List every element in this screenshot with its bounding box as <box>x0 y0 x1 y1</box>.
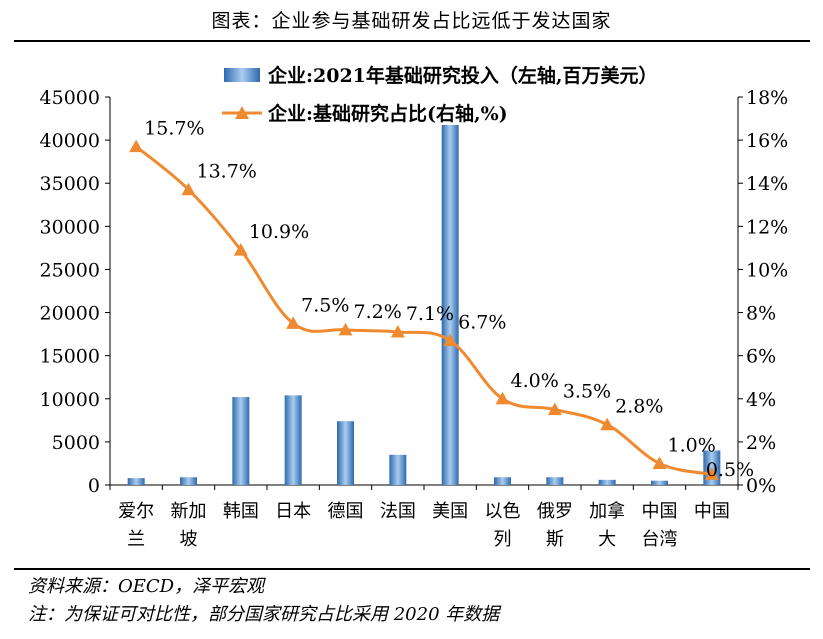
x-tick-label: 韩国 <box>223 501 259 522</box>
x-tick-label: 俄罗 <box>537 501 573 522</box>
x-tick-label: 加拿 <box>589 500 625 522</box>
bar <box>389 454 407 485</box>
data-label: 7.5% <box>301 294 349 316</box>
bar <box>441 125 459 485</box>
left-tick-label: 40000 <box>40 130 100 152</box>
legend-line-marker <box>235 106 249 119</box>
line-marker <box>600 417 615 431</box>
top-rule <box>14 40 810 42</box>
line-marker <box>286 316 301 329</box>
x-tick-label: 以色 <box>485 501 521 522</box>
data-label: 0.5% <box>706 459 754 481</box>
bar <box>598 479 616 485</box>
data-label: 1.0% <box>668 434 716 456</box>
x-tick-label: 新加 <box>171 501 207 522</box>
footnote: 注：为保证可对比性，部分国家研究占比采用 2020 年数据 <box>28 604 500 625</box>
data-label: 15.7% <box>144 118 204 140</box>
right-tick-label: 0% <box>746 475 776 497</box>
x-tick-label: 日本 <box>275 501 311 522</box>
bar <box>127 478 145 485</box>
x-tick-label: 中国 <box>694 501 730 522</box>
data-label: 6.7% <box>458 312 506 334</box>
left-tick-label: 25000 <box>40 259 100 281</box>
left-tick-label: 30000 <box>40 216 100 238</box>
legend-bar-swatch <box>224 68 260 82</box>
x-tick-label: 德国 <box>328 501 364 522</box>
bar <box>284 395 302 485</box>
right-tick-label: 4% <box>746 389 776 411</box>
chart-title: 图表：企业参与基础研发占比远低于发达国家 <box>211 10 612 32</box>
right-tick-label: 12% <box>746 216 788 238</box>
bar <box>232 397 250 485</box>
right-tick-label: 8% <box>746 303 776 325</box>
x-tick-label: 斯 <box>546 529 564 550</box>
left-tick-label: 10000 <box>40 389 100 411</box>
right-tick-label: 2% <box>746 432 776 454</box>
x-tick-label: 大 <box>598 529 616 550</box>
x-tick-label: 坡 <box>180 529 198 550</box>
x-tick-label: 美国 <box>432 501 468 522</box>
x-tick-label: 台湾 <box>642 529 678 550</box>
source-note: 资料来源：OECD，泽平宏观 <box>28 576 265 597</box>
data-label: 7.2% <box>354 301 402 323</box>
x-tick-label: 爱尔 <box>118 501 154 522</box>
bar <box>546 477 564 485</box>
bar <box>651 480 668 485</box>
line-marker <box>547 402 562 416</box>
bar <box>180 477 197 485</box>
data-label: 3.5% <box>563 381 611 403</box>
data-label: 7.1% <box>406 303 454 325</box>
data-label: 13.7% <box>197 161 257 183</box>
left-tick-label: 5000 <box>52 432 100 454</box>
bar <box>337 421 354 485</box>
chart-area: 0 5000 10000 15000 20000 25000 30000 35000 40000… <box>40 64 789 550</box>
line-marker <box>233 243 248 256</box>
bar <box>494 477 511 485</box>
legend-line-label: 企业:基础研究占比(右轴,%) <box>267 102 508 125</box>
bottom-rule <box>14 568 810 570</box>
line-marker <box>338 322 353 336</box>
line-marker <box>181 182 196 196</box>
left-tick-label: 35000 <box>40 173 100 195</box>
x-tick-label: 中国 <box>642 501 678 522</box>
line-marker <box>129 139 144 153</box>
right-tick-label: 16% <box>746 130 788 152</box>
left-tick-label: 20000 <box>40 303 100 325</box>
legend-bar-label: 企业:2021年基础研究投入（左轴,百万美元） <box>267 64 658 87</box>
line-marker <box>652 456 667 470</box>
line-marker <box>495 391 510 405</box>
line-marker <box>390 324 405 338</box>
left-tick-label: 0 <box>88 475 100 497</box>
right-tick-label: 14% <box>746 173 788 195</box>
x-tick-label: 列 <box>494 529 512 550</box>
data-label: 10.9% <box>249 221 309 243</box>
right-tick-label: 18% <box>746 87 788 109</box>
x-tick-label: 法国 <box>380 501 416 522</box>
right-tick-label: 6% <box>746 346 776 368</box>
x-tick-label: 兰 <box>127 529 145 550</box>
data-label: 4.0% <box>511 370 559 392</box>
data-label: 2.8% <box>615 396 663 418</box>
line-marker <box>443 333 458 347</box>
line-marker <box>704 467 719 480</box>
left-tick-label: 45000 <box>40 87 100 109</box>
right-tick-label: 10% <box>746 259 788 281</box>
left-tick-label: 15000 <box>40 346 100 368</box>
